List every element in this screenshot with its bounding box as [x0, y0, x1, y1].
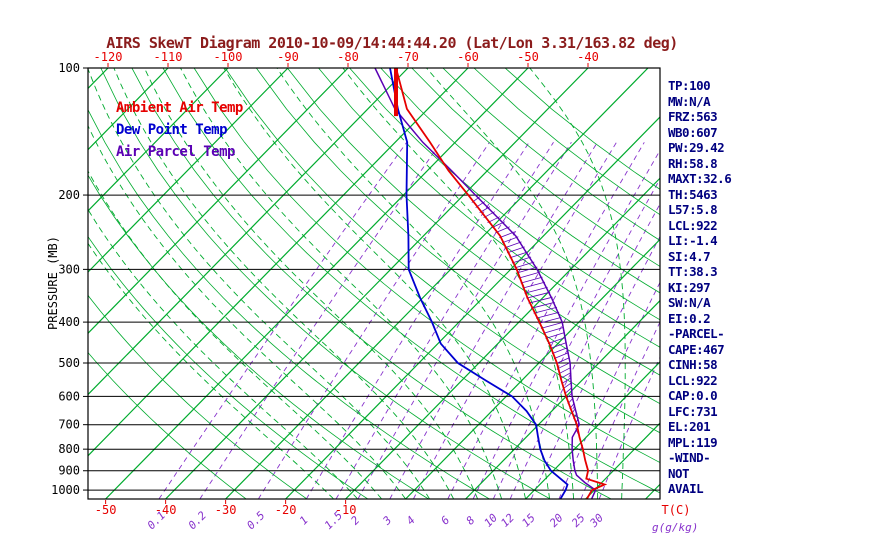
stat-line: LCL:922 — [668, 372, 718, 388]
stat-line: MAXT:32.6 — [668, 171, 732, 186]
stat-line: CINH:58 — [668, 357, 718, 372]
svg-text:-70: -70 — [397, 50, 419, 64]
svg-text:12: 12 — [498, 511, 517, 530]
stat-line: -PARCEL- — [668, 326, 725, 341]
plot-frame — [87, 67, 661, 500]
stat-line: L57:5.8 — [668, 202, 718, 217]
svg-text:700: 700 — [58, 418, 80, 432]
svg-text:800: 800 — [58, 442, 80, 456]
svg-text:-90: -90 — [277, 50, 299, 64]
legend-ambient-air-temp: Ambient Air Temp — [116, 100, 243, 116]
mixing-unit-label: g(g/kg) — [652, 521, 698, 534]
stat-line: SW:N/A — [668, 295, 711, 310]
svg-text:-20: -20 — [275, 503, 297, 517]
stat-line: TP:100 — [668, 78, 711, 93]
curve-air-parcel-temp — [374, 68, 597, 499]
svg-text:-50: -50 — [517, 50, 539, 64]
svg-text:500: 500 — [58, 356, 80, 370]
svg-text:-60: -60 — [457, 50, 479, 64]
svg-text:300: 300 — [58, 262, 80, 276]
legend: Ambient Air Temp Dew Point Temp Air Parc… — [116, 97, 243, 163]
stat-line: LFC:731 — [668, 403, 718, 419]
stat-line: NOT — [668, 465, 690, 481]
svg-text:100: 100 — [58, 61, 80, 75]
svg-text:-40: -40 — [577, 50, 599, 64]
svg-text:30: 30 — [587, 511, 607, 531]
svg-text:600: 600 — [58, 389, 80, 403]
stat-line: LCL:922 — [668, 217, 718, 233]
svg-text:8: 8 — [464, 513, 478, 527]
curve-ambient-air-temp — [395, 68, 608, 499]
svg-text:-10: -10 — [335, 503, 357, 517]
svg-text:-80: -80 — [337, 50, 359, 64]
stat-line: TT:38.3 — [668, 264, 718, 279]
svg-text:900: 900 — [58, 464, 80, 478]
stat-line: TH:5463 — [668, 186, 718, 202]
svg-text:20: 20 — [547, 511, 566, 530]
stat-line: EI:0.2 — [668, 310, 711, 326]
stat-line: -WIND- — [668, 450, 711, 465]
svg-text:0.5: 0.5 — [244, 509, 267, 532]
svg-text:-120: -120 — [94, 50, 123, 64]
svg-text:-30: -30 — [215, 503, 237, 517]
svg-text:6: 6 — [438, 513, 452, 527]
pressure-axis-label: PRESSURE (MB) — [46, 236, 60, 330]
temp-unit-label: T(C) — [662, 503, 691, 517]
stat-line: PW:29.42 — [668, 140, 725, 155]
stat-line: WB0:607 — [668, 124, 718, 140]
svg-text:0.2: 0.2 — [186, 509, 210, 533]
svg-text:-100: -100 — [214, 50, 243, 64]
svg-text:-40: -40 — [155, 503, 177, 517]
stat-line: MPL:119 — [668, 434, 718, 450]
stat-line: MW:N/A — [668, 93, 711, 109]
svg-text:4: 4 — [404, 514, 418, 528]
stat-line: KI:297 — [668, 279, 711, 295]
svg-text:25: 25 — [569, 511, 588, 530]
svg-text:200: 200 — [58, 188, 80, 202]
sounding-curves — [374, 68, 608, 499]
stat-line: LI:-1.4 — [668, 233, 718, 248]
svg-text:-50: -50 — [95, 503, 117, 517]
stats-panel: TP:100 MW:N/A FRZ:563 WB0:607 PW:29.42 RH:58.… — [668, 78, 732, 497]
curve-dew-point-temp — [389, 68, 569, 499]
svg-text:-110: -110 — [154, 50, 183, 64]
moist-adiabats — [88, 68, 626, 499]
stat-line: RH:58.8 — [668, 155, 718, 171]
svg-text:400: 400 — [58, 315, 80, 329]
svg-text:15: 15 — [519, 511, 538, 530]
svg-text:1: 1 — [297, 514, 311, 528]
stat-line: CAPE:467 — [668, 341, 725, 357]
stat-line: AVAIL — [668, 481, 704, 496]
svg-text:3: 3 — [380, 514, 395, 529]
stat-line: CAP:0.0 — [668, 388, 718, 403]
legend-dew-point-temp: Dew Point Temp — [116, 122, 228, 138]
stat-line: SI:4.7 — [668, 248, 711, 264]
stat-line: EL:201 — [668, 419, 711, 434]
svg-text:1000: 1000 — [51, 483, 80, 497]
stat-line: FRZ:563 — [668, 109, 718, 124]
chart-title: AIRS SkewT Diagram 2010-10-09/14:44:44.2… — [106, 34, 678, 52]
legend-air-parcel-temp: Air Parcel Temp — [116, 144, 235, 160]
